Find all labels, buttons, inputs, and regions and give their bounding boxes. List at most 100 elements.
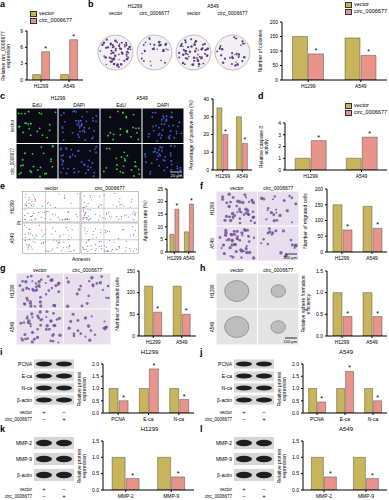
svg-text:*: * — [122, 394, 125, 401]
svg-text:0: 0 — [206, 167, 209, 173]
svg-text:vector: vector — [109, 10, 123, 16]
svg-text:9: 9 — [20, 28, 23, 34]
svg-text:vector: vector — [230, 267, 244, 273]
svg-text:1.5: 1.5 — [292, 373, 299, 379]
svg-text:50: 50 — [317, 233, 323, 239]
svg-text:vector: vector — [10, 119, 15, 132]
svg-text:circ_0006677: circ_0006677 — [10, 147, 15, 175]
svg-text:*: * — [185, 307, 188, 314]
svg-text:β-actin: β-actin — [17, 472, 32, 478]
svg-text:PCNA: PCNA — [18, 361, 33, 367]
svg-text:6: 6 — [20, 44, 23, 50]
svg-text:vector: vector — [220, 487, 233, 492]
svg-text:H1299: H1299 — [51, 95, 66, 101]
svg-text:−: − — [62, 409, 66, 415]
svg-text:A549: A549 — [366, 255, 378, 261]
svg-text:*: * — [317, 134, 320, 141]
svg-text:0.5: 0.5 — [292, 470, 299, 476]
svg-text:5: 5 — [160, 236, 163, 242]
svg-text:150: 150 — [270, 33, 279, 39]
svg-text:0.0: 0.0 — [292, 410, 299, 416]
svg-text:circ_0006677: circ_0006677 — [205, 494, 233, 499]
svg-text:10: 10 — [157, 224, 163, 230]
svg-text:circ_0006677: circ_0006677 — [205, 417, 233, 422]
svg-text:H1299: H1299 — [10, 284, 15, 298]
svg-text:3: 3 — [20, 60, 23, 66]
svg-text:25: 25 — [157, 186, 163, 192]
svg-text:200: 200 — [270, 19, 279, 25]
svg-text:H1299: H1299 — [303, 173, 318, 179]
svg-text:100: 100 — [127, 289, 136, 295]
svg-text:vector: vector — [220, 410, 233, 415]
svg-text:1.0: 1.0 — [292, 385, 299, 391]
svg-text:*: * — [329, 470, 332, 477]
svg-text:0.5: 0.5 — [92, 470, 99, 476]
svg-text:MMP-9: MMP-9 — [16, 456, 32, 462]
svg-text:MMP-2: MMP-2 — [118, 493, 134, 499]
svg-text:−: − — [42, 416, 46, 422]
svg-text:150: 150 — [127, 268, 136, 274]
svg-text:−: − — [242, 416, 246, 422]
svg-text:−: − — [262, 486, 266, 492]
svg-text:PCNA: PCNA — [310, 416, 325, 422]
svg-text:A549: A549 — [63, 83, 75, 89]
svg-text:H1299: H1299 — [10, 200, 15, 214]
svg-text:A549: A549 — [10, 321, 15, 332]
svg-text:*: * — [376, 394, 379, 401]
svg-text:*: * — [376, 310, 379, 317]
svg-text:3: 3 — [278, 132, 281, 138]
svg-text:50: 50 — [272, 62, 278, 68]
svg-text:0.0: 0.0 — [292, 487, 299, 493]
svg-text:A549: A549 — [366, 339, 378, 345]
svg-text:H1299: H1299 — [167, 255, 182, 261]
svg-text:0.5: 0.5 — [92, 398, 99, 404]
svg-text:circ_0006677: circ_0006677 — [72, 267, 102, 273]
svg-text:*: * — [315, 47, 318, 54]
svg-text:*: * — [190, 197, 193, 204]
svg-text:0: 0 — [132, 333, 135, 339]
svg-text:A549: A549 — [207, 3, 219, 9]
svg-text:Annexin: Annexin — [72, 256, 90, 262]
svg-text:50: 50 — [129, 311, 135, 317]
svg-text:circ_0006677: circ_0006677 — [8, 417, 32, 422]
svg-text:10: 10 — [203, 149, 209, 155]
svg-text:E-ca: E-ca — [22, 373, 33, 379]
svg-text:vector: vector — [187, 10, 201, 16]
svg-text:0.5: 0.5 — [292, 398, 299, 404]
svg-text:A549: A549 — [183, 255, 195, 261]
svg-text:−: − — [262, 409, 266, 415]
svg-text:N-ca: N-ca — [174, 416, 185, 422]
svg-text:PCNA: PCNA — [111, 416, 126, 422]
svg-text:+: + — [62, 493, 66, 499]
svg-text:MMP-2: MMP-2 — [16, 440, 32, 446]
svg-text:PI: PI — [16, 221, 22, 226]
svg-text:+: + — [242, 486, 246, 492]
svg-text:−: − — [42, 493, 46, 499]
svg-text:100: 100 — [315, 217, 324, 223]
svg-text:β-actin: β-actin — [217, 472, 232, 478]
svg-text:circ_0006677: circ_0006677 — [8, 494, 32, 499]
svg-text:H1299: H1299 — [301, 83, 316, 89]
svg-text:1.5: 1.5 — [316, 268, 323, 274]
svg-text:H1299: H1299 — [335, 339, 350, 345]
svg-text:20: 20 — [157, 198, 163, 204]
svg-text:*: * — [131, 472, 134, 479]
svg-text:H1299: H1299 — [146, 339, 161, 345]
svg-text:*: * — [348, 364, 351, 371]
svg-text:*: * — [320, 395, 323, 402]
svg-text:E-ca: E-ca — [222, 373, 233, 379]
svg-text:A549: A549 — [136, 95, 148, 101]
svg-text:MMP-9: MMP-9 — [163, 493, 179, 499]
svg-text:4: 4 — [278, 120, 281, 126]
svg-text:EdU: EdU — [116, 102, 126, 108]
svg-text:−: − — [62, 486, 66, 492]
svg-text:EdU: EdU — [32, 102, 42, 108]
svg-text:*: * — [183, 393, 186, 400]
svg-text:vector: vector — [230, 185, 244, 191]
svg-text:vector: vector — [44, 185, 58, 191]
svg-text:*: * — [177, 470, 180, 477]
svg-text:*: * — [346, 310, 349, 317]
svg-text:1: 1 — [278, 155, 281, 161]
svg-text:+: + — [42, 486, 46, 492]
svg-text:0: 0 — [160, 249, 163, 255]
